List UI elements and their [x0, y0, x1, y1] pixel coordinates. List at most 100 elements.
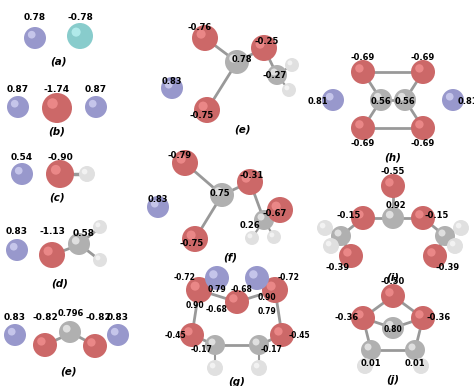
- Circle shape: [427, 248, 436, 257]
- Text: 0.90: 0.90: [186, 300, 204, 310]
- Circle shape: [211, 273, 226, 287]
- Circle shape: [252, 273, 266, 287]
- Circle shape: [40, 340, 54, 354]
- Circle shape: [287, 61, 292, 65]
- Text: -0.75: -0.75: [190, 110, 214, 120]
- Circle shape: [237, 169, 263, 195]
- Circle shape: [388, 181, 402, 195]
- Circle shape: [266, 281, 276, 291]
- Circle shape: [259, 215, 272, 227]
- Circle shape: [182, 226, 208, 252]
- Circle shape: [270, 323, 294, 347]
- Circle shape: [272, 201, 281, 211]
- Circle shape: [97, 224, 105, 232]
- Circle shape: [269, 284, 285, 300]
- Circle shape: [255, 340, 266, 352]
- Circle shape: [39, 242, 65, 268]
- Text: 0.54: 0.54: [11, 154, 33, 163]
- Circle shape: [357, 123, 372, 137]
- Text: 0.83: 0.83: [162, 78, 182, 86]
- Circle shape: [317, 220, 333, 236]
- Circle shape: [245, 266, 269, 290]
- Circle shape: [165, 81, 173, 88]
- Circle shape: [382, 317, 404, 339]
- Text: (e): (e): [234, 125, 250, 135]
- Circle shape: [247, 234, 252, 238]
- Text: 0.56: 0.56: [395, 96, 415, 105]
- Text: 0.83: 0.83: [4, 313, 26, 322]
- Circle shape: [254, 210, 274, 230]
- Circle shape: [95, 256, 100, 260]
- Text: (d): (d): [52, 278, 68, 288]
- Circle shape: [410, 345, 422, 357]
- Text: 0.80: 0.80: [383, 325, 402, 334]
- Text: 0.81: 0.81: [308, 96, 328, 105]
- Circle shape: [381, 174, 405, 198]
- Circle shape: [209, 270, 218, 279]
- Circle shape: [322, 89, 344, 111]
- Circle shape: [51, 165, 61, 175]
- Circle shape: [282, 83, 296, 97]
- Circle shape: [262, 277, 288, 303]
- Circle shape: [388, 323, 401, 336]
- Circle shape: [95, 222, 100, 227]
- Text: -0.36: -0.36: [335, 313, 359, 322]
- Text: -0.15: -0.15: [337, 210, 361, 220]
- Text: (e): (e): [60, 367, 76, 377]
- Text: 0.83: 0.83: [6, 227, 28, 237]
- Circle shape: [418, 313, 432, 327]
- Circle shape: [4, 324, 26, 346]
- Circle shape: [321, 224, 331, 234]
- Circle shape: [17, 169, 30, 182]
- Circle shape: [232, 296, 246, 311]
- Circle shape: [244, 176, 260, 192]
- Circle shape: [351, 60, 375, 84]
- Circle shape: [274, 327, 283, 335]
- Text: -0.17: -0.17: [261, 345, 283, 354]
- Circle shape: [214, 187, 223, 196]
- Text: 0.58: 0.58: [73, 229, 95, 237]
- Circle shape: [360, 361, 365, 366]
- Circle shape: [418, 67, 432, 81]
- Circle shape: [438, 230, 446, 237]
- Circle shape: [273, 71, 284, 83]
- Circle shape: [89, 100, 97, 108]
- Circle shape: [355, 64, 364, 73]
- Text: 0.83: 0.83: [107, 313, 129, 322]
- Text: 0.81: 0.81: [458, 96, 474, 105]
- Circle shape: [326, 93, 334, 100]
- Circle shape: [229, 54, 237, 63]
- Circle shape: [7, 96, 29, 118]
- Text: 0.56: 0.56: [371, 96, 392, 105]
- Text: -0.72: -0.72: [278, 274, 300, 283]
- Circle shape: [411, 116, 435, 140]
- Circle shape: [187, 230, 196, 240]
- Circle shape: [289, 62, 297, 70]
- Circle shape: [147, 196, 169, 218]
- Circle shape: [191, 281, 200, 291]
- Text: -0.69: -0.69: [411, 52, 435, 61]
- Circle shape: [418, 213, 432, 227]
- Circle shape: [284, 85, 289, 90]
- Circle shape: [409, 344, 416, 350]
- Circle shape: [63, 325, 71, 333]
- Text: -0.50: -0.50: [381, 276, 405, 286]
- Circle shape: [37, 337, 46, 345]
- Circle shape: [249, 335, 269, 355]
- Circle shape: [74, 30, 90, 46]
- Circle shape: [8, 328, 16, 335]
- Circle shape: [267, 230, 281, 244]
- Text: -0.45: -0.45: [164, 330, 186, 340]
- Text: -0.82: -0.82: [85, 313, 111, 322]
- Text: -0.39: -0.39: [326, 264, 350, 273]
- Circle shape: [46, 160, 74, 188]
- Circle shape: [456, 223, 461, 229]
- Text: 0.90: 0.90: [258, 293, 276, 303]
- Circle shape: [28, 31, 36, 39]
- Text: -0.68: -0.68: [231, 286, 253, 295]
- Circle shape: [229, 294, 237, 303]
- Circle shape: [448, 95, 461, 108]
- Circle shape: [42, 93, 72, 123]
- Circle shape: [67, 23, 93, 49]
- Circle shape: [339, 244, 363, 268]
